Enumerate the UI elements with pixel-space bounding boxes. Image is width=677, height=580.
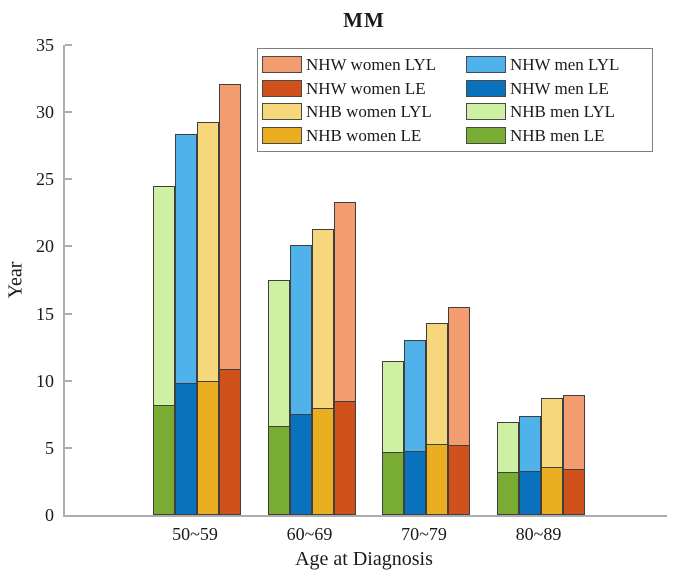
y-tick-label: 25	[36, 169, 54, 190]
bar-segment-le	[562, 469, 585, 515]
bar-segment-le	[175, 383, 197, 515]
y-tick-mark	[65, 178, 72, 181]
bar-nhb-men-50~59	[153, 186, 175, 515]
x-tick-label: 50~59	[172, 524, 218, 544]
bar-nhb-women-60~69	[311, 229, 334, 515]
legend-swatch	[466, 79, 506, 97]
bar-segment-le	[426, 444, 448, 515]
legend-swatch	[466, 103, 506, 121]
legend-swatch	[262, 56, 302, 74]
y-tick-mark	[65, 379, 72, 382]
bar-nhw-women-70~79	[448, 307, 470, 515]
bar-nhw-men-50~59	[175, 134, 197, 515]
legend-swatch	[262, 79, 302, 97]
bar-segment-le	[404, 451, 426, 515]
legend-swatch	[466, 56, 506, 74]
legend-swatch	[466, 126, 506, 144]
legend-label: NHB men LYL	[510, 102, 616, 122]
x-tick-label: 70~79	[401, 524, 447, 544]
y-tick-label: 0	[45, 505, 54, 525]
bar-segment-le	[518, 471, 541, 515]
y-axis-label: Year	[4, 261, 27, 299]
y-tick-label: 15	[36, 303, 54, 324]
y-tick-mark	[65, 44, 72, 46]
legend-item: NHB women LE	[262, 125, 466, 145]
x-tick-label: 60~69	[286, 524, 333, 544]
legend-label: NHW men LE	[510, 78, 609, 98]
legend-item: NHB men LYL	[466, 102, 648, 122]
legend-label: NHW women LE	[306, 78, 426, 98]
y-tick-mark	[65, 245, 72, 248]
bar-segment-le	[311, 408, 334, 515]
bar-nhb-women-70~79	[426, 323, 448, 515]
legend-swatch	[262, 126, 302, 144]
legend-item: NHW women LYL	[262, 55, 466, 75]
y-tick-label: 5	[45, 437, 54, 458]
bar-segment-le	[197, 381, 219, 515]
bar-segment-le	[267, 426, 290, 515]
legend-item: NHB women LYL	[262, 102, 466, 122]
legend-label: NHB women LYL	[306, 102, 432, 122]
bar-nhb-men-70~79	[382, 361, 404, 515]
chart-title: MM	[343, 8, 385, 32]
legend-item: NHW men LE	[466, 78, 648, 98]
x-axis-label: Age at Diagnosis	[295, 548, 433, 570]
bar-segment-le	[382, 452, 404, 515]
bar-nhw-women-80~89	[562, 395, 585, 515]
x-tick-label: 80~89	[515, 524, 562, 544]
y-tick-label: 30	[36, 102, 54, 123]
bar-segment-le	[289, 414, 312, 515]
bar-segment-le	[496, 472, 519, 515]
bar-nhw-men-70~79	[404, 340, 426, 515]
legend-label: NHW women LYL	[306, 55, 437, 75]
y-tick-label: 35	[36, 35, 54, 55]
bar-nhb-men-60~69	[267, 280, 290, 515]
bar-segment-le	[448, 445, 470, 515]
legend-swatch	[262, 103, 302, 121]
bar-segment-le	[219, 369, 241, 515]
y-tick-mark	[65, 111, 72, 114]
y-tick-label: 10	[36, 370, 54, 391]
y-tick-mark	[65, 312, 72, 315]
legend-label: NHB men LE	[510, 125, 605, 145]
bar-nhw-men-60~69	[289, 245, 312, 515]
bar-nhw-women-50~59	[219, 84, 241, 515]
bar-nhb-women-50~59	[197, 122, 219, 515]
legend-item: NHB men LE	[466, 125, 648, 145]
y-tick-label: 20	[36, 236, 54, 257]
bar-nhw-women-60~69	[333, 202, 356, 515]
bar-segment-le	[540, 467, 563, 515]
bar-segment-le	[153, 405, 175, 515]
legend-item: NHW women LE	[262, 78, 466, 98]
legend-label: NHB women LE	[306, 125, 422, 145]
bar-nhb-men-80~89	[496, 422, 519, 515]
bar-nhw-men-80~89	[518, 416, 541, 515]
legend-label: NHW men LYL	[510, 55, 620, 75]
legend: NHW women LYL NHW women LE NHB women LYL NH…	[257, 48, 653, 152]
y-tick-mark	[65, 446, 72, 449]
bar-segment-le	[333, 401, 356, 515]
legend-item: NHW men LYL	[466, 55, 648, 75]
plot-area	[63, 44, 667, 517]
bar-nhb-women-80~89	[540, 398, 563, 515]
